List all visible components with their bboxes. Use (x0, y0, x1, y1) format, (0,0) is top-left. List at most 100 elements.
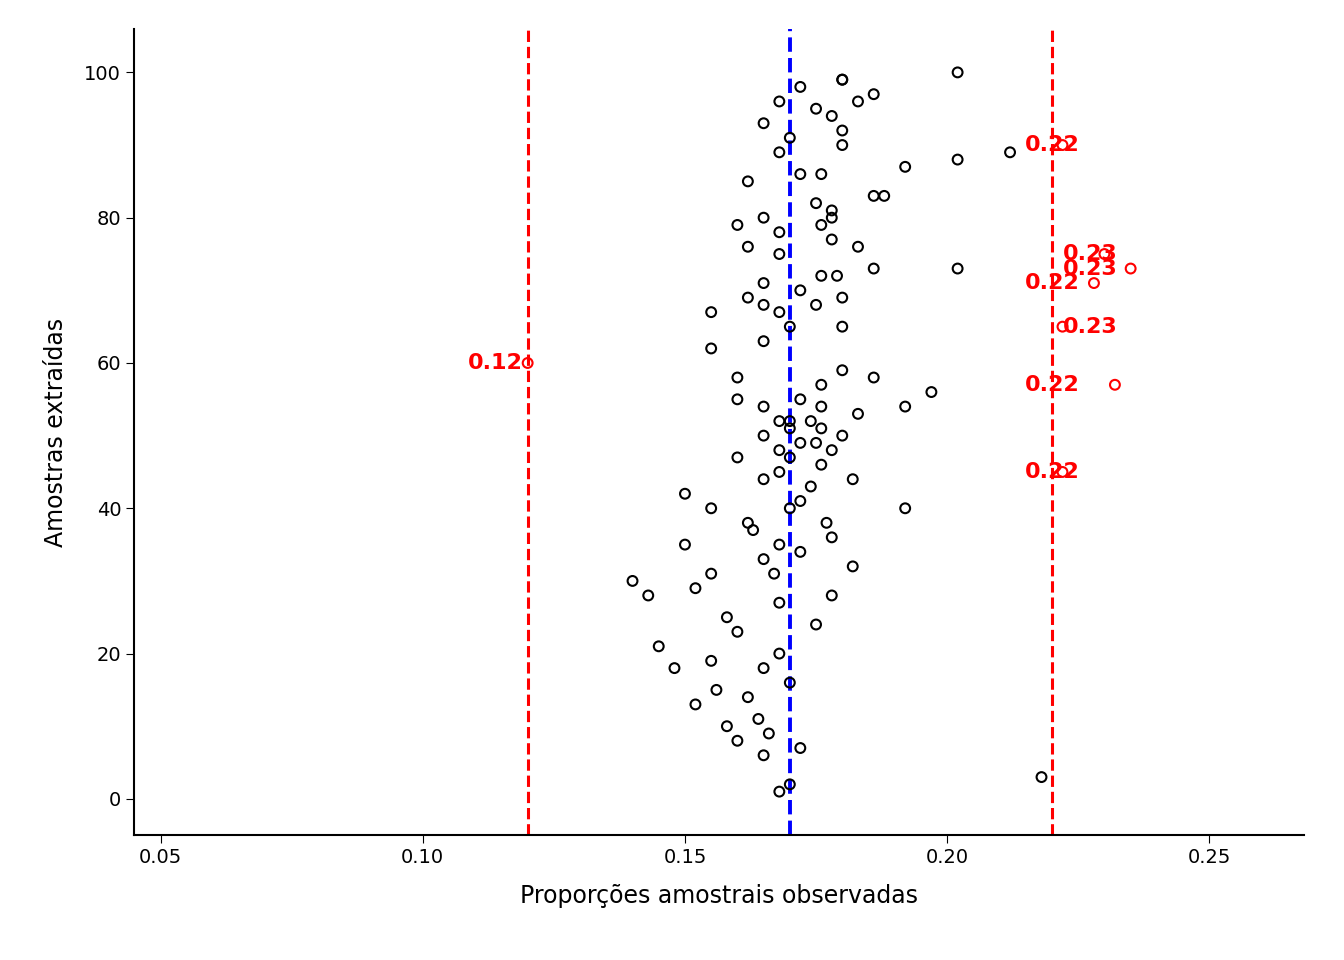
Point (675, 537, 696, 552)
Point (841, 471, 863, 487)
Point (727, 733, 749, 749)
Point (716, 610, 738, 625)
Point (805, 435, 827, 450)
Point (700, 500, 722, 516)
Point (727, 449, 749, 465)
Text: 0.23: 0.23 (1063, 244, 1117, 264)
Point (769, 784, 790, 800)
Point (1052, 137, 1074, 153)
Point (847, 406, 868, 421)
Point (948, 261, 969, 276)
Point (1083, 276, 1105, 291)
Point (637, 588, 659, 603)
Point (789, 166, 810, 181)
Point (789, 740, 810, 756)
Point (747, 711, 769, 727)
Point (821, 588, 843, 603)
Point (753, 333, 774, 348)
Point (810, 268, 832, 283)
Point (832, 363, 853, 378)
Point (769, 443, 790, 458)
Point (769, 304, 790, 320)
Point (810, 217, 832, 232)
Point (780, 420, 801, 436)
Point (769, 537, 790, 552)
Point (810, 166, 832, 181)
Point (769, 247, 790, 262)
Point (832, 72, 853, 87)
Point (769, 646, 790, 661)
Point (737, 689, 758, 705)
Point (780, 777, 801, 792)
Point (716, 718, 738, 733)
Point (1031, 769, 1052, 784)
Point (753, 660, 774, 676)
Point (827, 268, 848, 283)
Point (821, 231, 843, 247)
Point (921, 384, 942, 399)
Point (742, 522, 763, 538)
Point (1052, 319, 1074, 334)
Point (789, 282, 810, 298)
Point (780, 449, 801, 465)
Point (769, 414, 790, 429)
Point (863, 370, 884, 385)
Point (769, 465, 790, 480)
Point (700, 566, 722, 582)
Point (789, 435, 810, 450)
Point (810, 420, 832, 436)
Point (753, 276, 774, 291)
Point (737, 290, 758, 305)
Point (894, 159, 915, 175)
Point (832, 319, 853, 334)
Point (664, 660, 685, 676)
Point (847, 239, 868, 254)
Point (753, 551, 774, 566)
Point (832, 123, 853, 138)
Point (841, 559, 863, 574)
Point (769, 145, 790, 160)
Point (847, 94, 868, 109)
Point (780, 414, 801, 429)
Point (1052, 465, 1074, 480)
Point (948, 64, 969, 80)
Text: 0.22: 0.22 (1024, 273, 1079, 293)
Point (769, 225, 790, 240)
Point (758, 726, 780, 741)
Point (863, 86, 884, 102)
Point (1105, 377, 1126, 393)
Point (684, 697, 706, 712)
Text: 0.22: 0.22 (1024, 462, 1079, 482)
Point (727, 370, 749, 385)
Point (727, 392, 749, 407)
Point (800, 479, 821, 494)
Point (821, 203, 843, 218)
Point (700, 341, 722, 356)
Text: 0.23: 0.23 (1063, 317, 1117, 337)
Point (753, 298, 774, 313)
Point (874, 188, 895, 204)
Point (821, 443, 843, 458)
Point (821, 210, 843, 226)
Point (805, 101, 827, 116)
Point (769, 94, 790, 109)
Point (821, 108, 843, 124)
Point (780, 500, 801, 516)
Point (810, 399, 832, 415)
Point (894, 399, 915, 415)
Point (780, 131, 801, 146)
Point (769, 595, 790, 611)
Point (1094, 247, 1116, 262)
Point (810, 377, 832, 393)
Y-axis label: Amostras extraídas: Amostras extraídas (43, 318, 67, 546)
Point (863, 261, 884, 276)
Point (700, 304, 722, 320)
Point (948, 152, 969, 167)
Point (737, 516, 758, 531)
Point (789, 493, 810, 509)
Point (753, 210, 774, 226)
Point (800, 414, 821, 429)
Point (763, 566, 785, 582)
Point (863, 188, 884, 204)
Point (816, 516, 837, 531)
